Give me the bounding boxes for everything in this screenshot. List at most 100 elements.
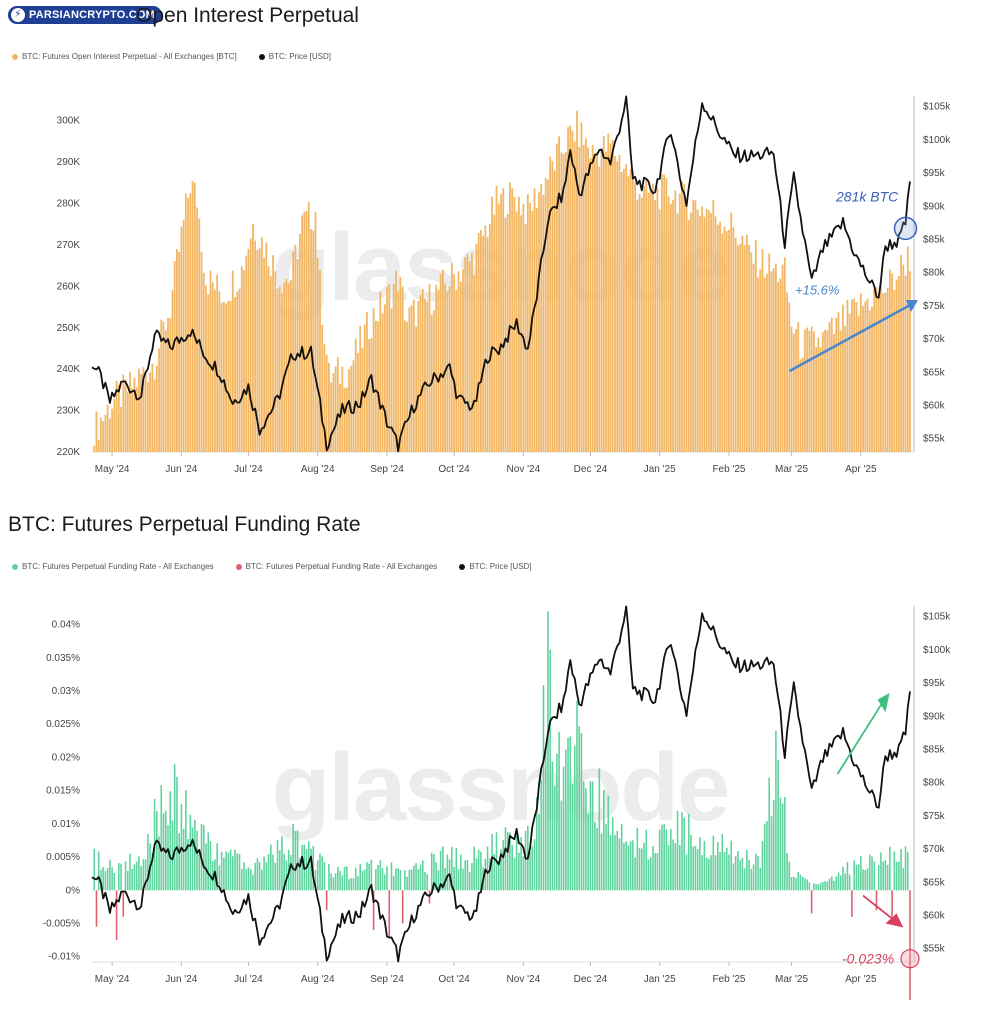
oi-bar	[804, 329, 806, 452]
funding-bar-positive	[227, 852, 230, 891]
oi-bar	[569, 125, 572, 452]
oi-bar	[290, 280, 292, 452]
funding-bar-positive	[310, 848, 312, 891]
oi-bar	[424, 299, 426, 452]
funding-bar-positive	[366, 862, 368, 891]
oi-bar	[169, 318, 172, 452]
oi-bar	[278, 286, 281, 452]
funding-bar-negative	[428, 890, 431, 904]
funding-bar-positive	[314, 870, 317, 891]
right-tick-label: $65k	[923, 367, 946, 378]
funding-bar-positive	[126, 870, 129, 891]
oi-bar	[712, 200, 715, 452]
funding-bar-positive	[189, 814, 192, 891]
oi-bar	[529, 202, 531, 452]
oi-bar	[775, 263, 777, 452]
oi-bar	[117, 384, 120, 452]
funding-bar-positive	[468, 871, 471, 891]
funding-bar-positive	[694, 845, 697, 891]
oi-bar	[627, 175, 630, 452]
funding-bar-positive	[652, 846, 654, 891]
funding-bar-positive	[864, 869, 867, 891]
oi-bar	[453, 274, 455, 452]
funding-bar-positive	[739, 860, 741, 891]
left-tick-label: 240K	[57, 364, 81, 375]
right-tick-label: $80k	[923, 778, 946, 789]
funding-bar-positive	[216, 843, 218, 891]
right-tick-label: $55k	[923, 434, 946, 445]
funding-bar-positive	[898, 861, 900, 891]
funding-bar-positive	[513, 857, 516, 891]
oi-bar	[895, 279, 898, 452]
funding-bar-positive	[477, 849, 480, 891]
funding-bar-positive	[728, 854, 730, 891]
oi-bar	[663, 174, 666, 452]
funding-bar-positive	[540, 779, 543, 891]
funding-bar-positive	[307, 841, 310, 891]
right-tick-label: $100k	[923, 135, 951, 146]
oi-bar	[225, 303, 227, 452]
x-tick-label: Aug '24	[301, 464, 335, 475]
x-tick-label: Jun '24	[165, 974, 197, 985]
funding-bar-positive	[464, 860, 467, 891]
funding-bar-positive	[703, 840, 706, 891]
oi-bar	[216, 274, 219, 452]
funding-bar-positive	[164, 810, 167, 891]
oi-bar	[710, 213, 712, 452]
oi-bar	[544, 177, 547, 452]
funding-bar-positive	[790, 877, 793, 891]
oi-bar	[517, 196, 520, 452]
left-tick-label: 0%	[66, 885, 81, 896]
funding-bar-positive	[634, 857, 636, 891]
right-tick-label: $60k	[923, 911, 946, 922]
funding-bar-positive	[902, 868, 905, 891]
oi-bar	[276, 288, 279, 452]
oi-bar	[158, 348, 160, 452]
oi-bar	[558, 136, 561, 452]
oi-bar	[636, 199, 639, 452]
funding-bar-positive	[167, 825, 169, 891]
left-tick-label: 0.03%	[52, 686, 80, 697]
oi-bar	[283, 282, 286, 452]
oi-bar	[900, 255, 902, 452]
funding-bar-positive	[390, 862, 393, 891]
funding-bar-positive	[757, 856, 759, 891]
left-tick-label: 0.04%	[52, 620, 80, 631]
funding-bar-positive	[741, 857, 744, 891]
funding-bar-positive	[844, 873, 846, 891]
oi-bar	[790, 326, 793, 452]
funding-bar-positive	[392, 875, 395, 891]
funding-bar-positive	[202, 825, 205, 891]
funding-bar-positive	[737, 851, 739, 891]
oi-bar	[904, 275, 907, 452]
oi-bar	[618, 154, 621, 453]
oi-bar	[388, 284, 391, 452]
left-tick-label: 280K	[57, 199, 81, 210]
funding-bar-positive	[692, 846, 695, 891]
funding-bar-positive	[229, 849, 232, 891]
oi-bar	[886, 287, 889, 452]
oi-bar	[272, 255, 274, 452]
funding-bar-positive	[573, 745, 576, 891]
funding-bar-positive	[504, 827, 507, 891]
funding-bar-positive	[801, 877, 804, 891]
funding-bar-positive	[218, 865, 221, 891]
funding-bar-positive	[641, 848, 643, 891]
funding-bar-positive	[281, 836, 283, 891]
left-tick-label: 0.015%	[46, 786, 80, 797]
right-tick-label: $70k	[923, 844, 946, 855]
oi-bar	[833, 333, 835, 452]
oi-bar	[634, 182, 636, 452]
oi-bar	[576, 110, 578, 452]
funding-bar-positive	[176, 776, 178, 891]
funding-bar-positive	[842, 866, 844, 891]
oi-bar	[857, 315, 860, 452]
oi-bar	[131, 388, 134, 452]
funding-bar-positive	[238, 853, 241, 891]
funding-bar-positive	[746, 849, 748, 891]
oi-bar	[446, 291, 449, 452]
funding-bar-positive	[316, 860, 319, 891]
x-tick-label: Dec '24	[574, 974, 608, 985]
funding-bar-positive	[404, 870, 406, 891]
funding-bar-positive	[332, 877, 335, 891]
